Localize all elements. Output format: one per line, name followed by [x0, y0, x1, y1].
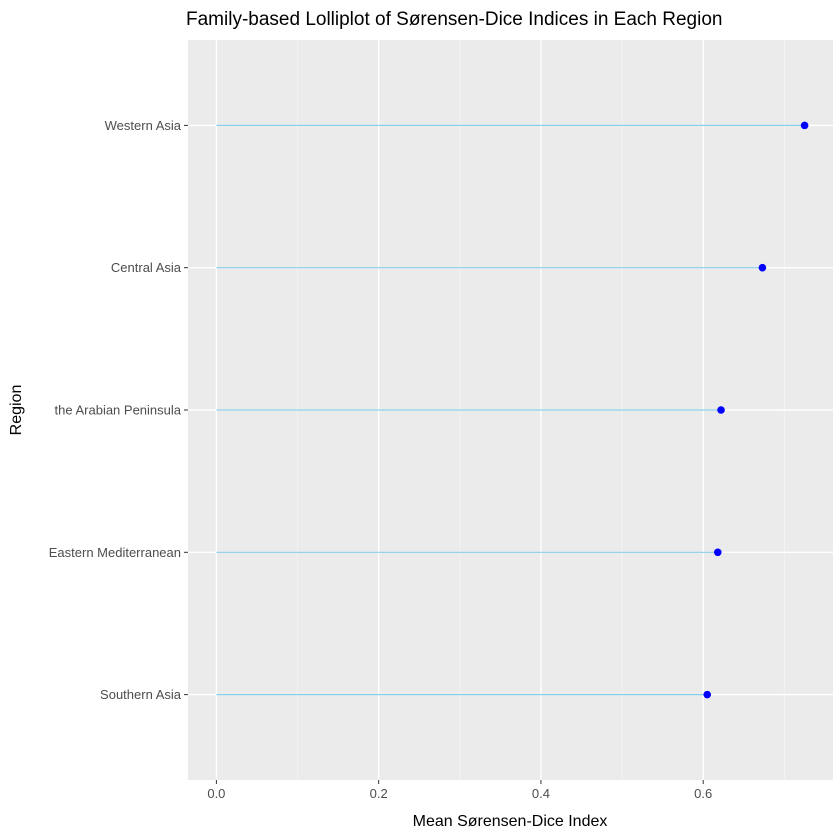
x-axis-title: Mean Sørensen-Dice Index [413, 813, 608, 830]
y-tick-label: the Arabian Peninsula [55, 403, 182, 418]
x-tick-label: 0.4 [532, 786, 550, 801]
x-tick-label: 0.2 [370, 786, 388, 801]
y-axis-title: Region [8, 385, 25, 436]
lollipop-point [758, 263, 767, 272]
y-tick-label: Southern Asia [100, 687, 182, 702]
y-tick-label: Western Asia [105, 118, 182, 133]
y-tick-label: Eastern Mediterranean [49, 545, 181, 560]
chart-title: Family-based Lolliplot of Sørensen-Dice … [186, 9, 722, 30]
y-tick-label: Central Asia [111, 260, 182, 275]
lollipop-point [703, 690, 712, 699]
x-axis: 0.0 0.2 0.4 0.6 [207, 780, 712, 801]
x-tick-label: 0.0 [207, 786, 225, 801]
data-marks [216, 121, 809, 699]
x-tick-label: 0.6 [694, 786, 712, 801]
lollipop-point [713, 548, 722, 557]
lollipop-point [717, 406, 725, 414]
y-axis: Western Asia Central Asia the Arabian Peni… [49, 118, 188, 702]
lollipop-point [800, 121, 809, 130]
